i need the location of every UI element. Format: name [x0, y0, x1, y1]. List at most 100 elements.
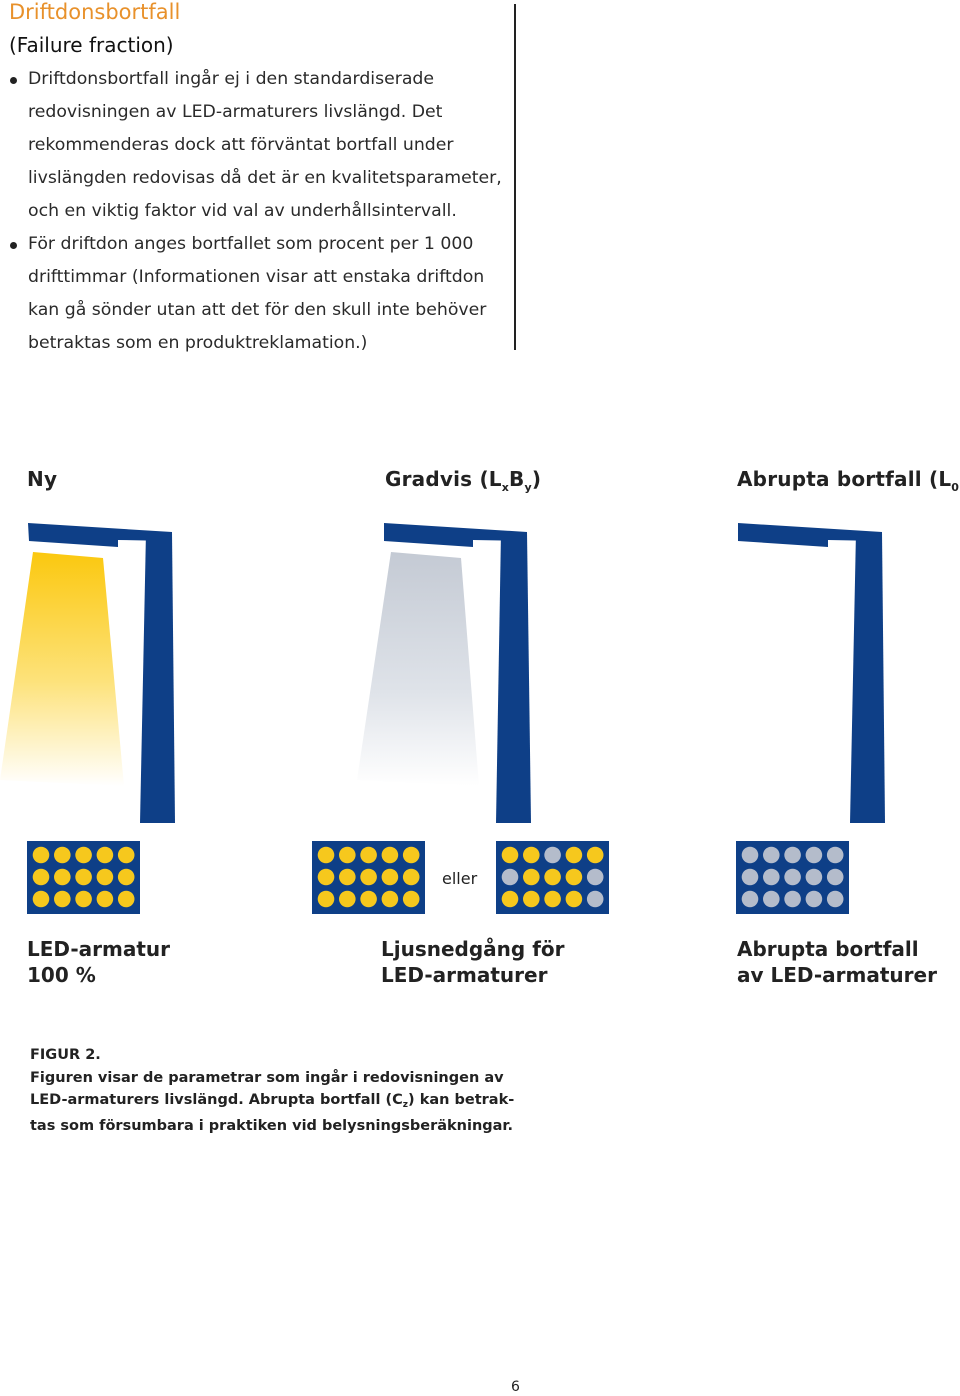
led-on-dot: [339, 846, 356, 864]
led-on-dot: [339, 890, 356, 908]
bullet-list: Driftdonsbortfall ingår ej i den standar…: [8, 63, 503, 360]
led-off-dot: [784, 846, 801, 864]
led-off-dot: [741, 868, 759, 886]
led-on-dot: [402, 846, 420, 864]
led-off-dot: [805, 868, 823, 886]
led-on-dot: [523, 890, 540, 908]
led-off-dot: [763, 868, 780, 886]
led-off-dot: [544, 846, 561, 864]
led-off-dot: [763, 890, 780, 908]
column-title-new: Ny: [27, 467, 58, 491]
led-off-dot: [586, 868, 604, 886]
subscript-0: 0: [951, 481, 960, 494]
led-on-dot: [565, 868, 583, 886]
led-on-dot: [360, 868, 377, 886]
led-on-dot: [54, 846, 71, 864]
title-part: B: [509, 467, 525, 491]
section-heading: Driftdonsbortfall: [9, 0, 181, 24]
title-part: Gradvis (L: [385, 467, 502, 491]
led-on-dot: [381, 846, 399, 864]
led-on-dot: [96, 846, 114, 864]
led-on-dot: [501, 846, 519, 864]
led-off-dot: [826, 846, 844, 864]
led-on-dot: [317, 846, 335, 864]
led-off-dot: [741, 846, 759, 864]
caption-part: ) kan betrak-tas som försumbara i prakti…: [30, 1091, 515, 1135]
or-label: eller: [442, 869, 478, 888]
led-on-dot: [117, 868, 135, 886]
column-divider: [514, 4, 516, 350]
led-on-dot: [523, 868, 540, 886]
street-lamp-abrupt-icon: [738, 523, 885, 823]
led-on-dot: [75, 868, 92, 886]
led-off-dot: [805, 846, 823, 864]
bullet-text: Driftdonsbortfall ingår ej i den standar…: [28, 69, 502, 221]
led-on-dot: [544, 868, 561, 886]
led-on-dot: [75, 890, 92, 908]
caption-line: av LED-armaturer: [737, 963, 937, 987]
list-item: För driftdon anges bortfallet som procen…: [8, 228, 503, 360]
page-number: 6: [511, 1379, 520, 1395]
led-panel-gradual-b: [496, 841, 609, 914]
led-on-dot: [32, 868, 50, 886]
column-title-abrupt: Abrupta bortfall (L0Cz): [737, 467, 960, 494]
list-item: Driftdonsbortfall ingår ej i den standar…: [8, 63, 503, 228]
led-grid: [741, 846, 844, 908]
bullet-text: För driftdon anges bortfallet som procen…: [28, 234, 487, 353]
led-off-dot: [784, 890, 801, 908]
led-on-dot: [544, 890, 561, 908]
street-lamp-new-icon: [0, 523, 175, 823]
caption-abrupt: Abrupta bortfall av LED-armaturer: [737, 936, 937, 988]
led-off-dot: [826, 868, 844, 886]
led-on-dot: [565, 890, 583, 908]
title-part: ): [531, 467, 542, 491]
led-off-dot: [586, 890, 604, 908]
figure-caption: Figuren visar de parametrar som ingår i …: [30, 1068, 520, 1138]
caption-line: Abrupta bortfall: [737, 937, 919, 961]
led-on-dot: [360, 846, 377, 864]
caption-part: Figuren visar de parametrar som ingår i …: [30, 1070, 504, 1108]
led-on-dot: [339, 868, 356, 886]
caption-line: LED-armaturer: [381, 963, 548, 987]
led-grid: [317, 846, 420, 908]
led-panel-new: [27, 841, 140, 914]
led-on-dot: [32, 846, 50, 864]
caption-line: LED-armatur: [27, 937, 171, 961]
caption-line: Ljusnedgång för: [381, 937, 565, 961]
led-on-dot: [54, 890, 71, 908]
led-off-dot: [784, 868, 801, 886]
caption-new: LED-armatur 100 %: [27, 936, 170, 988]
led-on-dot: [117, 846, 135, 864]
led-off-dot: [826, 890, 844, 908]
led-on-dot: [381, 890, 399, 908]
led-on-dot: [402, 868, 420, 886]
subscript-x: x: [501, 481, 510, 494]
led-grid: [32, 846, 135, 908]
led-on-dot: [381, 868, 399, 886]
led-off-dot: [741, 890, 759, 908]
led-on-dot: [32, 890, 50, 908]
led-grid: [501, 846, 604, 908]
led-on-dot: [96, 868, 114, 886]
subscript-z: z: [402, 1099, 409, 1110]
led-off-dot: [501, 868, 519, 886]
title-part: Abrupta bortfall (L: [737, 467, 952, 491]
led-panel-abrupt: [736, 841, 849, 914]
subscript-y: y: [524, 481, 532, 494]
led-on-dot: [54, 868, 71, 886]
led-on-dot: [96, 890, 114, 908]
column-title-gradual: Gradvis (LxBy): [385, 467, 541, 494]
led-on-dot: [75, 846, 92, 864]
led-on-dot: [360, 890, 377, 908]
led-on-dot: [402, 890, 420, 908]
led-on-dot: [317, 890, 335, 908]
bullet-icon: [10, 242, 17, 249]
led-on-dot: [317, 868, 335, 886]
bullet-icon: [10, 77, 17, 84]
led-panel-gradual-a: [312, 841, 425, 914]
led-on-dot: [523, 846, 540, 864]
street-lamp-gradual-icon: [357, 523, 531, 823]
figure-label: FIGUR 2.: [30, 1047, 101, 1063]
caption-gradual: Ljusnedgång för LED-armaturer: [381, 936, 565, 988]
led-on-dot: [565, 846, 583, 864]
